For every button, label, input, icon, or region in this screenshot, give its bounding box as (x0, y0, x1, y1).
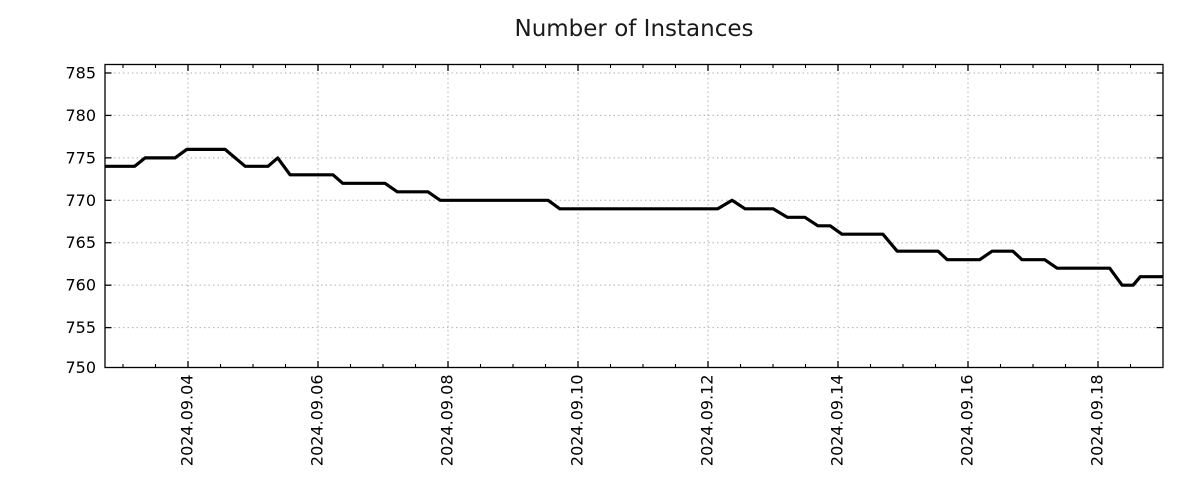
chart-title: Number of Instances (514, 16, 754, 42)
y-tick-label: 750 (65, 358, 96, 377)
x-tick-label: 2024.09.14 (828, 375, 847, 467)
y-tick-label: 765 (65, 233, 96, 252)
x-tick-label: 2024.09.08 (438, 375, 457, 467)
x-tick-label: 2024.09.04 (178, 375, 197, 467)
y-tick-label: 780 (65, 106, 96, 125)
x-tick-label: 2024.09.16 (958, 375, 977, 467)
y-tick-label: 785 (65, 63, 96, 82)
y-tick-label: 760 (65, 276, 96, 295)
y-tick-label: 755 (65, 318, 96, 337)
x-tick-label: 2024.09.12 (698, 375, 717, 467)
x-tick-label: 2024.09.18 (1088, 375, 1107, 467)
x-tick-label: 2024.09.10 (568, 375, 587, 467)
plot-border (104, 63, 1164, 369)
series-line (105, 147, 1163, 287)
y-tick-label: 770 (65, 191, 96, 210)
x-tick-label: 2024.09.06 (308, 375, 327, 467)
y-tick-label: 775 (65, 148, 96, 167)
